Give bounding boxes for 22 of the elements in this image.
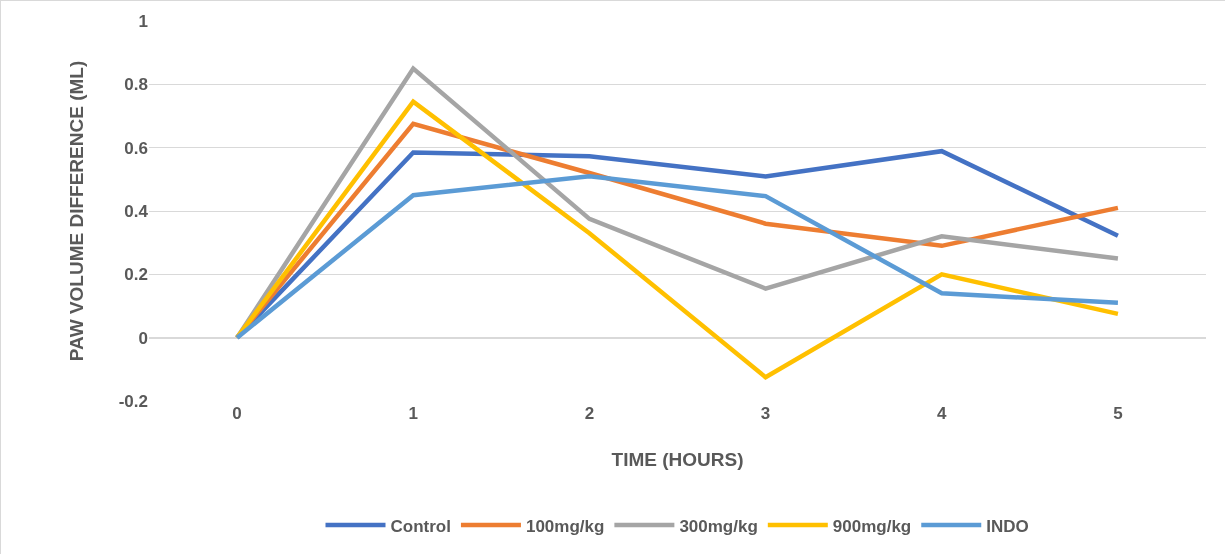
y-tick-label: 0 — [138, 328, 148, 348]
legend-label: Control — [390, 516, 451, 536]
x-tick-label: 3 — [760, 404, 771, 423]
y-tick-label: -0.2 — [118, 391, 148, 411]
x-tick-label: 0 — [232, 404, 242, 423]
line-series — [234, 99, 1121, 380]
x-tick-label: 4 — [937, 404, 948, 423]
x-tick-label: 2 — [584, 404, 595, 423]
line-series — [234, 66, 1121, 340]
y-tick-label: 0.8 — [124, 75, 148, 95]
y-tick-label: 0.2 — [124, 265, 148, 285]
y-tick-label: 0.6 — [124, 138, 148, 158]
legend-label: INDO — [986, 516, 1029, 536]
legend-label: 100mg/kg — [525, 516, 605, 536]
y-tick-label: 0.4 — [124, 201, 149, 221]
x-tick-label: 5 — [1113, 404, 1123, 423]
x-tick-label: 1 — [408, 404, 418, 423]
y-tick-label: 1 — [138, 11, 148, 31]
legend-label: 300mg/kg — [679, 516, 758, 536]
x-axis-title: TIME (HOURS) — [611, 448, 744, 470]
y-axis-title: PAW VOLUME DIFFERENCE (ML) — [65, 60, 87, 362]
legend-label: 900mg/kg — [832, 516, 912, 536]
